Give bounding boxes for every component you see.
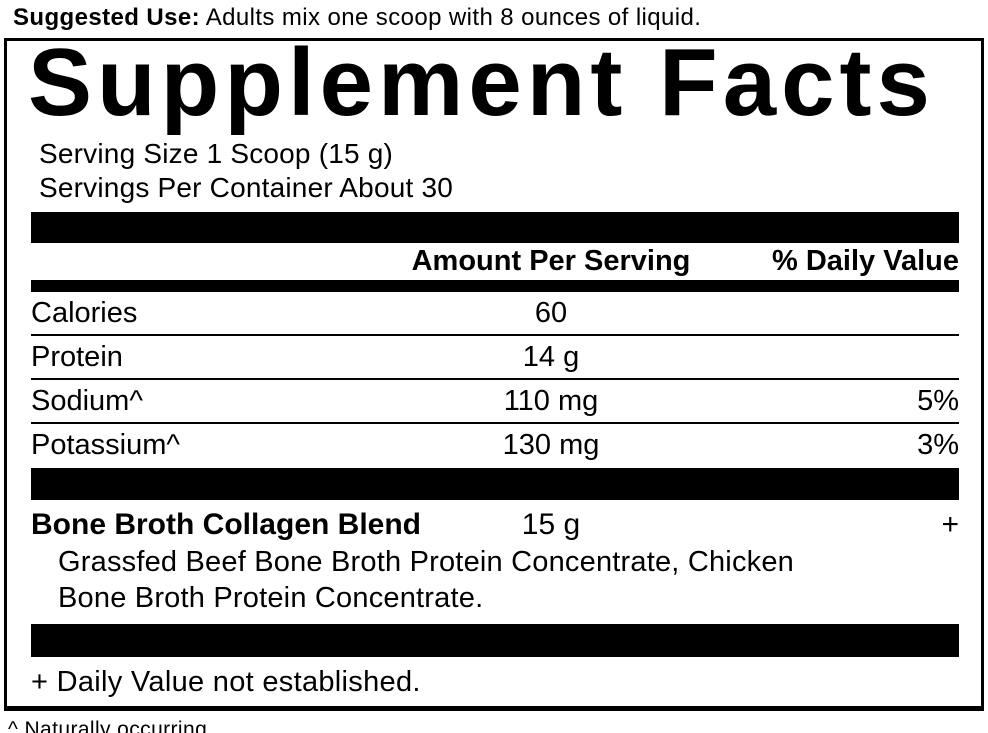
nutrient-amount: 130 mg [502,429,600,461]
suggested-use-label: Suggested Use: [13,4,200,31]
nutrient-amount: 60 [534,297,568,329]
suggested-use-text: Adults mix one scoop with 8 ounces of li… [199,4,702,31]
daily-value-header: % Daily Value [772,245,959,277]
nutrient-row-calories: Calories 60 [31,292,959,336]
blend-dv-plus: + [941,508,959,541]
suggested-use-line: Suggested Use: Adults mix one scoop with… [0,0,988,38]
nutrient-row-protein: Protein 14 g [31,336,959,380]
nutrient-row-potassium: Potassium^ 130 mg 3% [31,424,959,466]
nutrient-name: Potassium^ [31,429,180,461]
separator-bar-thick-top [31,212,959,243]
column-header-row: Amount Per Serving % Daily Value [31,243,959,280]
nutrient-name: Calories [31,297,138,329]
serving-size: Serving Size 1 Scoop (15 g) [39,138,394,169]
nutrient-name: Sodium^ [31,385,143,417]
separator-bar-thick-bottom [31,624,959,657]
nutrient-table: Calories 60 Protein 14 g Sodium^ 110 mg … [31,292,959,466]
nutrient-amount: 110 mg [503,385,599,417]
supplement-facts-panel: Supplement Facts Serving Size 1 Scoop (1… [4,29,984,711]
dv-footnote: + Daily Value not established. [31,666,421,698]
nutrient-name: Protein [31,341,123,373]
nutrient-amount: 14 g [522,341,580,373]
separator-bar-thin [31,280,959,292]
blend-name: Bone Broth Collagen Blend [31,508,421,541]
blend-row: Bone Broth Collagen Blend 15 g + [31,500,959,544]
servings-per-container: Servings Per Container About 30 [39,172,454,203]
panel-title: Supplement Facts [28,29,935,136]
blend-amount: 15 g [521,508,581,541]
blend-ingredients-line2: Bone Broth Protein Concentrate. [58,582,484,614]
amount-per-serving-header: Amount Per Serving [411,245,691,277]
naturally-occurring-footnote: ^ Naturally occurring. [8,718,214,733]
nutrient-dv: 3% [917,429,959,461]
separator-bar-thick-middle [31,468,959,500]
nutrient-row-sodium: Sodium^ 110 mg 5% [31,380,959,424]
blend-ingredients-line1: Grassfed Beef Bone Broth Protein Concent… [58,546,794,578]
nutrient-dv: 5% [917,385,959,417]
